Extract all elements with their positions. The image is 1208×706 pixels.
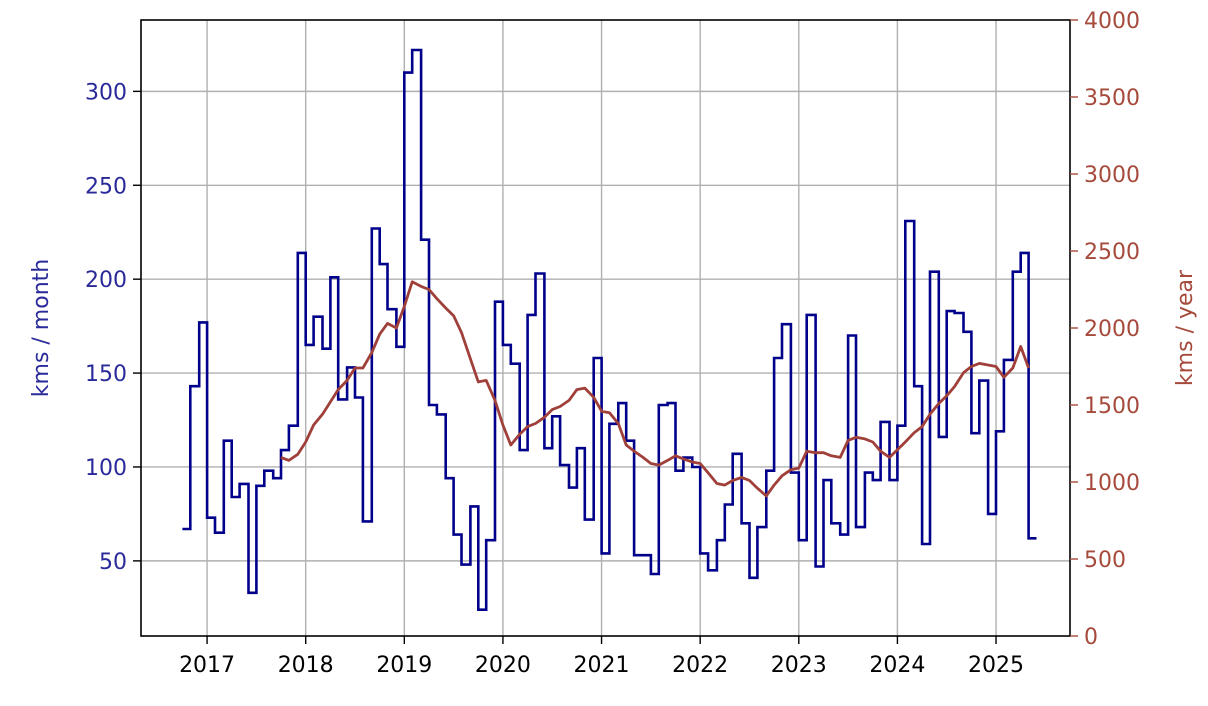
- right-y-tick-label: 500: [1084, 548, 1126, 573]
- x-tick-label: 2019: [376, 653, 432, 678]
- x-tick-label: 2025: [968, 653, 1024, 678]
- right-y-tick-label: 3500: [1084, 86, 1140, 111]
- x-tick-label: 2022: [672, 653, 728, 678]
- monthly-series-group: [182, 48, 1037, 611]
- x-tick-label: 2018: [278, 653, 334, 678]
- left-y-tick-label: 300: [85, 80, 127, 105]
- right-y-tick-label: 1000: [1084, 471, 1140, 496]
- x-tick-label: 2023: [771, 653, 827, 678]
- right-y-tick-label: 2500: [1084, 240, 1140, 265]
- right-y-tick-label: 0: [1084, 625, 1098, 650]
- right-y-axis-label: kms / year: [1173, 269, 1198, 386]
- left-y-tick-label: 200: [85, 268, 127, 293]
- x-tick-label: 2021: [574, 653, 630, 678]
- yearly-kms-line: [280, 280, 1030, 498]
- left-y-axis-label: kms / month: [29, 259, 54, 397]
- x-tick-label: 2017: [179, 653, 235, 678]
- x-axis: 2017 2018 2019 2020 2021 2022 2023 2024 2025: [179, 636, 1024, 678]
- right-y-axis: 0 500 1000 1500 2000 2500 3000 3500 4000: [1070, 9, 1140, 650]
- x-tick-label: 2024: [869, 653, 925, 678]
- right-y-tick-label: 2000: [1084, 317, 1140, 342]
- right-y-tick-label: 1500: [1084, 394, 1140, 419]
- right-y-tick-label: 3000: [1084, 163, 1140, 188]
- left-y-tick-label: 150: [85, 362, 127, 387]
- right-y-tick-label: 4000: [1084, 9, 1140, 34]
- monthly-kms-step-line: [182, 48, 1037, 611]
- left-y-tick-label: 50: [99, 550, 127, 575]
- yearly-series-group: [280, 280, 1030, 498]
- x-tick-label: 2020: [475, 653, 531, 678]
- left-y-axis: 50 100 150 200 250 300: [85, 80, 141, 575]
- left-y-tick-label: 250: [85, 174, 127, 199]
- left-y-tick-label: 100: [85, 456, 127, 481]
